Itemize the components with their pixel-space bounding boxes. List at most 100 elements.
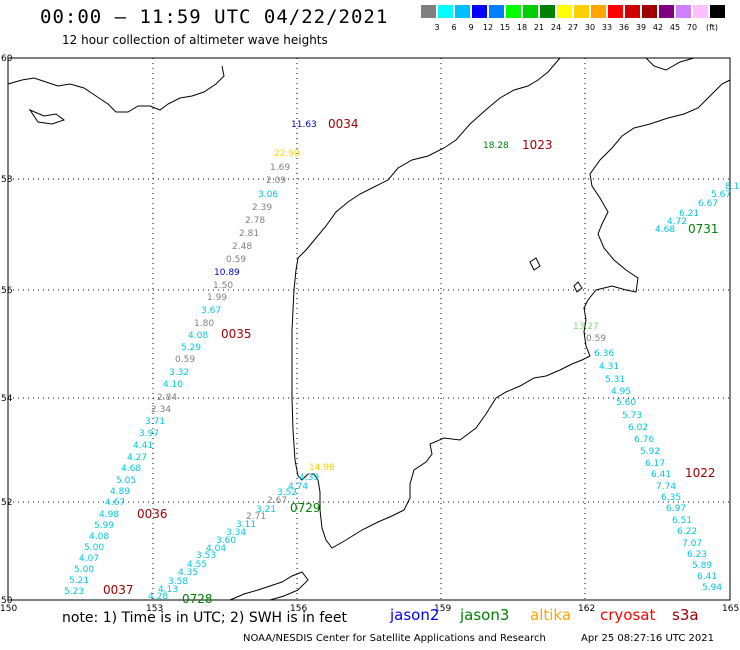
wave-height-value: 4.68 — [655, 225, 675, 235]
wave-height-value: 6.67 — [698, 199, 718, 209]
scale-swatch-7 — [523, 5, 538, 18]
scale-swatch-5 — [489, 5, 504, 18]
wave-height-points: 11.63 18.28 22.90 1.69 2.09 3.06 2.39 2.… — [64, 120, 739, 602]
map-subtitle: 12 hour collection of altimeter wave hei… — [62, 33, 328, 47]
x-tick-label: 156 — [290, 604, 307, 614]
wave-height-value: 4.89 — [110, 487, 130, 497]
scale-swatch-17 — [693, 5, 708, 18]
wave-height-value: 10.89 — [214, 268, 240, 278]
wave-height-value: 4.27 — [127, 453, 147, 463]
wave-height-value: 5.89 — [692, 561, 712, 571]
wave-height-value: 3.06 — [258, 190, 278, 200]
y-tick-label: 58 — [1, 175, 13, 185]
wave-height-value: 2.81 — [239, 229, 259, 239]
pass-label: 0037 — [103, 583, 134, 597]
wave-height-value: 6.36 — [594, 349, 614, 359]
scale-swatch-16 — [676, 5, 691, 18]
wave-height-value: 6.23 — [687, 550, 707, 560]
footnote: note: 1) Time is in UTC; 2) SWH is in fe… — [62, 610, 348, 626]
wave-height-value: 4.95 — [611, 387, 631, 397]
legend-altika: altika — [530, 606, 572, 624]
wave-height-value: 5.60 — [616, 398, 636, 408]
wave-height-value: 2.39 — [252, 203, 272, 213]
pass-label: 0729 — [290, 501, 321, 515]
scale-swatch-6 — [506, 5, 521, 18]
wave-height-value: 4.04 — [206, 544, 226, 554]
scale-label-70: 70 — [686, 23, 698, 32]
wave-height-value: 4.74 — [288, 482, 308, 492]
scale-label-18: 18 — [516, 23, 528, 32]
wave-height-value: 2.09 — [266, 176, 286, 186]
legend-jason3: jason3 — [460, 606, 510, 624]
wave-height-value: 6.22 — [677, 527, 697, 537]
wave-height-value: 6.21 — [679, 209, 699, 219]
wave-height-value: 3.60 — [216, 536, 236, 546]
wave-height-value: 4.67 — [105, 498, 125, 508]
scale-swatch-10 — [574, 5, 589, 18]
wave-height-value: 4.35 — [178, 568, 198, 578]
scale-swatch-18 — [710, 5, 725, 18]
scale-swatch-2 — [438, 5, 453, 18]
scale-label-33: 33 — [601, 23, 613, 32]
scale-label-45: 45 — [669, 23, 681, 32]
pass-label: 1023 — [522, 138, 553, 152]
y-tick-label: 50 — [1, 596, 13, 606]
map-frame — [7, 57, 731, 601]
scale-label-36: 36 — [618, 23, 630, 32]
wave-height-value: 3.32 — [169, 368, 189, 378]
wave-height-value: 4.08 — [89, 532, 109, 542]
wave-height-value: 2.78 — [245, 216, 265, 226]
coastline — [7, 57, 731, 601]
wave-height-value: 4.08 — [188, 331, 208, 341]
scale-label-6: 6 — [451, 23, 457, 32]
wave-height-value: 5.00 — [74, 565, 94, 575]
wave-height-value: 6.02 — [628, 423, 648, 433]
wave-height-value: 7.07 — [682, 539, 702, 549]
y-tick-label: 56 — [1, 286, 13, 296]
wave-height-value: 5.94 — [702, 583, 722, 593]
wave-height-value: 6.41 — [697, 572, 717, 582]
x-tick-label: 150 — [0, 604, 17, 614]
map-gridlines — [8, 58, 730, 600]
wave-height-value: 3.97 — [139, 429, 159, 439]
axis-labels: 150 153 156 159 162 165 60 58 56 54 52 5… — [0, 54, 739, 614]
wave-height-value: 4.13 — [158, 585, 178, 595]
credit: NOAA/NESDIS Center for Satellite Applica… — [243, 633, 546, 644]
scale-swatch-14 — [642, 5, 657, 18]
wave-height-value: 2.84 — [157, 393, 177, 403]
wave-height-value: 5.29 — [181, 343, 201, 353]
wave-height-value: 18.28 — [483, 141, 509, 151]
pass-label: 1022 — [685, 466, 716, 480]
wave-height-value: 5.23 — [64, 587, 84, 597]
pass-labels: 0034 1023 0035 0036 0037 0728 0729 0731 … — [103, 117, 719, 606]
wave-height-value: 6.41 — [651, 470, 671, 480]
legend-jason2: jason2 — [390, 606, 440, 624]
scale-label-15: 15 — [499, 23, 511, 32]
wave-height-value: 4.72 — [667, 217, 687, 227]
y-tick-label: 52 — [1, 498, 12, 508]
wave-height-value: 1.99 — [207, 293, 227, 303]
wave-height-value: 6.35 — [661, 493, 681, 503]
x-tick-label: 153 — [146, 604, 163, 614]
map-title: 00:00 – 11:59 UTC 04/22/2021 — [40, 6, 389, 28]
wave-height-value: 4.98 — [99, 510, 119, 520]
wave-height-value: 2.67 — [267, 496, 287, 506]
scale-swatch-15 — [659, 5, 674, 18]
wave-height-value: 1.80 — [194, 319, 214, 329]
wave-height-value: 4.55 — [187, 560, 207, 570]
wave-height-value: 6.17 — [645, 459, 665, 469]
wave-height-value: 4.10 — [163, 380, 183, 390]
wave-height-value: 5.73 — [622, 411, 642, 421]
y-tick-label: 60 — [1, 54, 13, 64]
wave-height-value: 5.05 — [116, 476, 136, 486]
wave-height-value: 1.50 — [213, 281, 233, 291]
wave-height-value: 4.39 — [299, 473, 319, 483]
scale-swatch-8 — [540, 5, 555, 18]
wave-height-value: 7.74 — [656, 482, 676, 492]
wave-height-value: 6.76 — [634, 435, 654, 445]
wave-height-value: 14.98 — [309, 463, 335, 473]
pass-label: 0731 — [688, 222, 719, 236]
wave-height-value: 4.28 — [148, 592, 168, 602]
wave-height-value: 22.90 — [274, 149, 300, 159]
